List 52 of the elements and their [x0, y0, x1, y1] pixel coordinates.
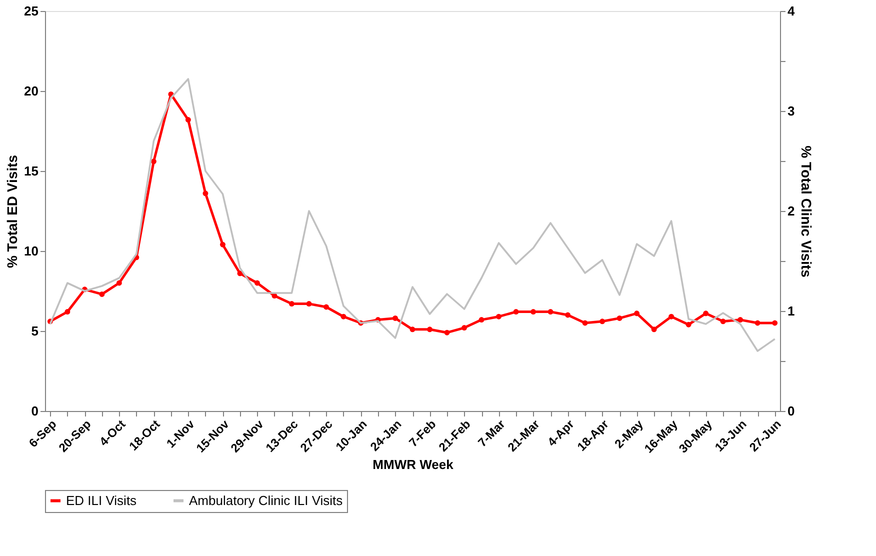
point [462, 325, 467, 331]
point [150, 158, 156, 164]
y-tick-label: 25 [24, 4, 38, 18]
y2-tick-label: 1 [788, 304, 795, 318]
y-tick-label: 10 [24, 244, 38, 258]
y-tick-label: 5 [31, 324, 38, 338]
y2-tick-label: 2 [788, 204, 795, 218]
point [306, 301, 312, 307]
point [427, 326, 432, 332]
point [548, 309, 554, 315]
point [340, 314, 346, 320]
point [288, 301, 294, 307]
point [582, 320, 588, 326]
point [254, 280, 260, 286]
point [772, 320, 778, 326]
y2-axis-title: % Total Clinic Visits [798, 146, 815, 278]
point [651, 326, 657, 332]
point [410, 326, 416, 332]
point [496, 314, 502, 320]
point [444, 330, 450, 336]
point [478, 317, 484, 323]
point [202, 190, 208, 196]
y-tick-label: 0 [31, 404, 38, 418]
point [668, 314, 674, 320]
point [703, 310, 709, 316]
y2-tick-label: 0 [788, 404, 795, 418]
y2-tick-label: 3 [788, 104, 795, 118]
y-axis-title: % Total ED Visits [4, 154, 20, 268]
point [64, 309, 70, 315]
y-tick-label: 15 [24, 164, 38, 178]
point [600, 318, 606, 324]
point [754, 320, 760, 326]
point [99, 291, 105, 297]
point [565, 312, 571, 318]
point [220, 242, 226, 248]
point [720, 318, 726, 324]
x-axis-title: MMWR Week [372, 457, 454, 472]
legend-label: Ambulatory Clinic ILI Visits [189, 492, 344, 508]
point [392, 315, 398, 321]
y2-tick-label: 4 [788, 4, 796, 18]
y-tick-label: 20 [24, 84, 38, 98]
point [686, 322, 692, 328]
point [738, 317, 744, 323]
point [116, 280, 122, 286]
point [237, 270, 243, 276]
point [530, 309, 536, 315]
point [185, 117, 191, 123]
point [616, 315, 622, 321]
point [634, 310, 640, 316]
point [323, 304, 329, 310]
point [513, 309, 519, 315]
legend-label: ED ILI Visits [66, 492, 138, 508]
